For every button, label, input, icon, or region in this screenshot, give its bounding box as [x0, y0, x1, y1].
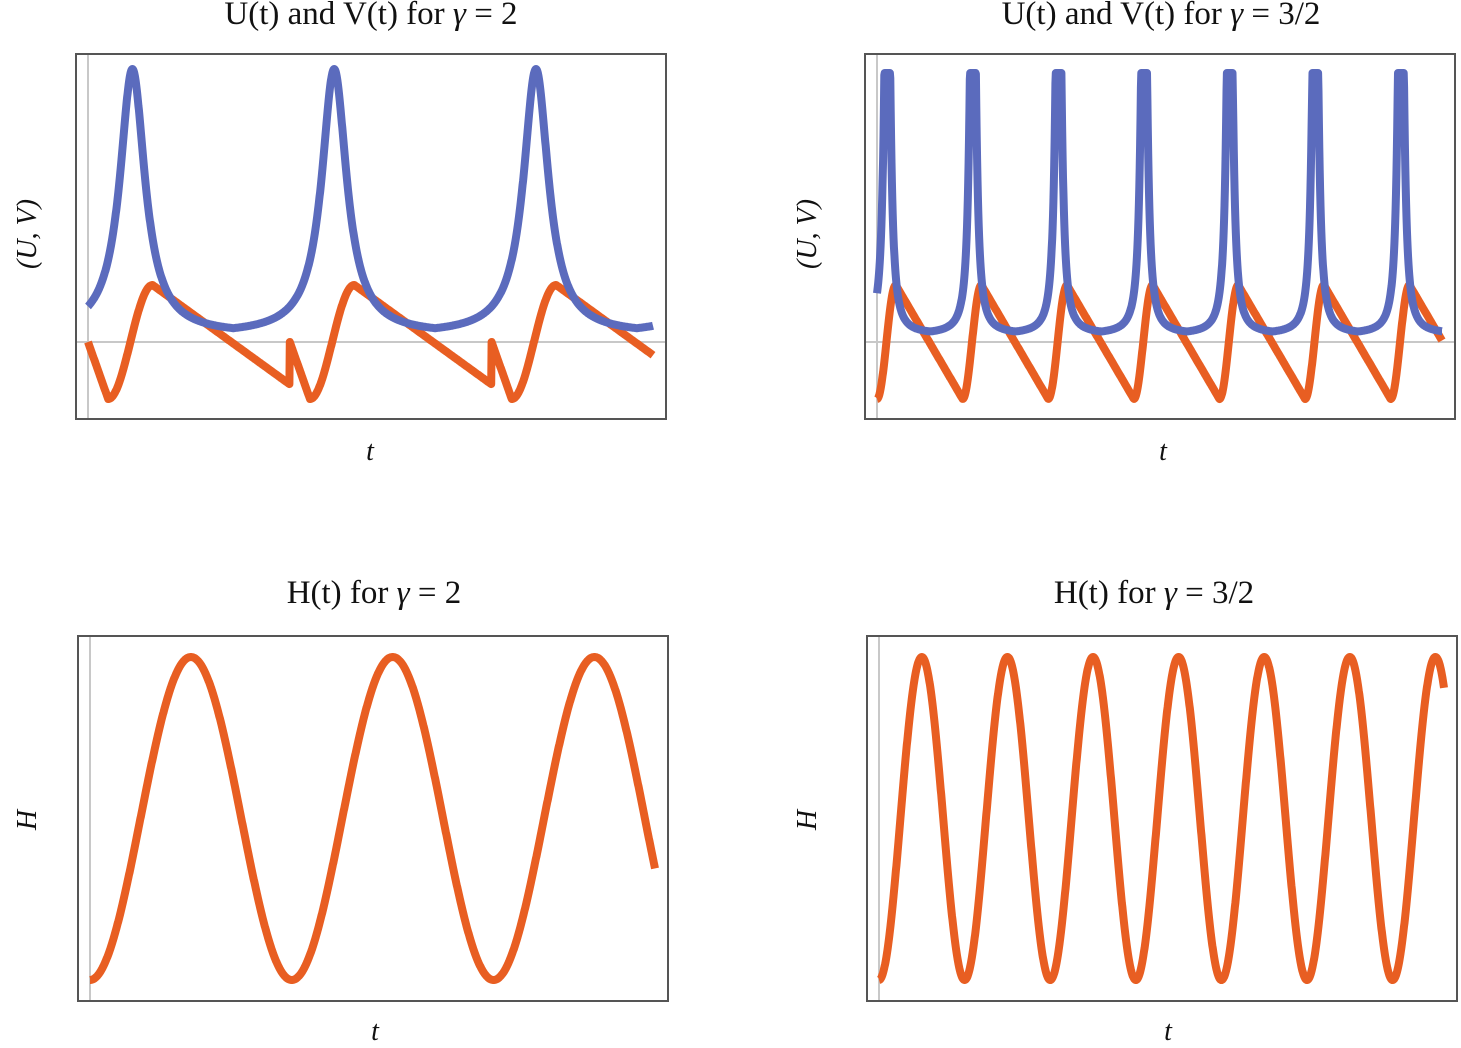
title-suffix: = 2 [465, 0, 518, 32]
y-axis-label: H [792, 809, 823, 831]
panel-title-uv-gamma32: U(t) and V(t) for γ = 3/2 [865, 0, 1457, 33]
title-prefix: H(t) for [1053, 575, 1164, 611]
title-var: γ [1230, 0, 1244, 32]
y-axis-label: H [12, 809, 43, 831]
panel-title-h-gamma2: H(t) for γ = 2 [78, 575, 670, 612]
y-axis-label: (U, V) [12, 199, 43, 269]
title-prefix: U(t) and V(t) for [224, 0, 453, 32]
title-var: γ [1163, 575, 1177, 611]
x-axis-label: t [1164, 1016, 1172, 1047]
title-prefix: U(t) and V(t) for [1001, 0, 1231, 32]
title-suffix: = 3/2 [1243, 0, 1321, 32]
x-axis-label: t [371, 1016, 379, 1047]
panel-title-uv-gamma2: U(t) and V(t) for γ = 2 [75, 0, 667, 33]
plot-area-h-gamma32 [866, 635, 1458, 1002]
title-var: γ [396, 575, 410, 611]
title-var: γ [452, 0, 466, 32]
plot-area-uv-gamma32 [864, 53, 1456, 420]
x-axis-label: t [366, 436, 374, 467]
y-axis-label: (U, V) [792, 199, 823, 269]
title-suffix: = 3/2 [1176, 575, 1255, 611]
plot-area-uv-gamma2 [75, 53, 667, 420]
title-prefix: H(t) for [286, 575, 397, 611]
title-suffix: = 2 [409, 575, 462, 611]
x-axis-label: t [1159, 436, 1167, 467]
panel-title-h-gamma32: H(t) for γ = 3/2 [858, 575, 1450, 612]
plot-area-h-gamma2 [77, 635, 669, 1002]
